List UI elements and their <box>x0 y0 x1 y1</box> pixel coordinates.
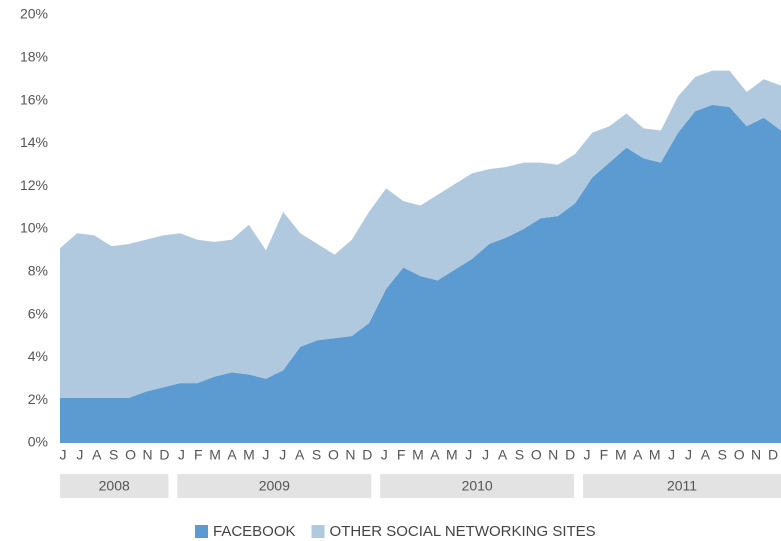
x-tick-label: S <box>515 447 524 463</box>
legend-label: OTHER SOCIAL NETWORKING SITES <box>330 523 596 540</box>
x-tick-label: S <box>109 447 118 463</box>
x-tick-label: M <box>243 447 255 463</box>
x-tick-label: A <box>701 447 711 463</box>
year-band <box>60 474 169 498</box>
x-tick-label: M <box>412 447 424 463</box>
x-tick-label: M <box>209 447 221 463</box>
y-tick-label: 12% <box>20 177 48 193</box>
area <box>60 70 781 399</box>
x-tick-label: J <box>381 447 388 463</box>
y-tick-label: 14% <box>20 134 48 150</box>
x-tick-label: A <box>227 447 237 463</box>
x-tick-label: O <box>328 447 339 463</box>
x-tick-label: O <box>734 447 745 463</box>
x-tick-label: M <box>615 447 627 463</box>
x-tick-label: F <box>194 447 203 463</box>
y-tick-label: 20% <box>20 6 48 22</box>
x-tick-label: M <box>446 447 458 463</box>
area <box>60 104 781 443</box>
legend: FACEBOOK OTHER SOCIAL NETWORKING SITES <box>195 523 596 540</box>
legend-label: FACEBOOK <box>213 523 296 540</box>
x-tick-label: D <box>768 447 778 463</box>
x-tick-label: J <box>668 447 675 463</box>
x-tick-label: A <box>430 447 440 463</box>
x-tick-label: J <box>279 447 286 463</box>
legend-swatch <box>195 525 208 538</box>
x-tick-label: M <box>649 447 661 463</box>
x-tick-label: J <box>76 447 83 463</box>
x-tick-label: F <box>397 447 406 463</box>
x-tick-label: S <box>718 447 727 463</box>
y-tick-label: 8% <box>28 263 48 279</box>
x-tick-label: S <box>312 447 321 463</box>
x-tick-label: N <box>142 447 152 463</box>
x-tick-label: N <box>751 447 761 463</box>
year-label: 2011 <box>667 478 697 494</box>
x-tick-label: N <box>345 447 355 463</box>
x-tick-label: J <box>482 447 489 463</box>
y-tick-label: 2% <box>28 391 48 407</box>
x-tick-label: N <box>548 447 558 463</box>
legend-swatch <box>311 525 325 538</box>
x-tick-label: A <box>498 447 508 463</box>
x-tick-label: J <box>685 447 692 463</box>
x-tick-label: O <box>531 447 542 463</box>
y-tick-label: 4% <box>28 348 48 364</box>
y-tick-label: 16% <box>20 91 48 107</box>
y-tick-label: 18% <box>20 49 48 65</box>
year-band <box>177 474 372 498</box>
x-tick-label: A <box>633 447 643 463</box>
x-tick-label: O <box>125 447 136 463</box>
x-tick-label: J <box>465 447 472 463</box>
year-band <box>583 474 781 498</box>
y-tick-label: 10% <box>20 220 48 236</box>
x-tick-label: A <box>295 447 305 463</box>
y-tick-label: 0% <box>28 434 48 450</box>
x-tick-label: J <box>60 447 67 463</box>
x-tick-label: D <box>565 447 575 463</box>
x-tick-label: A <box>92 447 102 463</box>
x-tick-label: J <box>262 447 269 463</box>
year-label: 2010 <box>462 478 493 494</box>
x-tick-label: F <box>600 447 609 463</box>
year-label: 2008 <box>99 478 130 494</box>
x-tick-label: J <box>178 447 185 463</box>
year-band <box>380 474 575 498</box>
y-tick-label: 6% <box>28 305 48 321</box>
x-tick-label: D <box>159 447 169 463</box>
year-label: 2009 <box>259 478 290 494</box>
x-tick-label: J <box>584 447 591 463</box>
x-tick-label: D <box>362 447 372 463</box>
